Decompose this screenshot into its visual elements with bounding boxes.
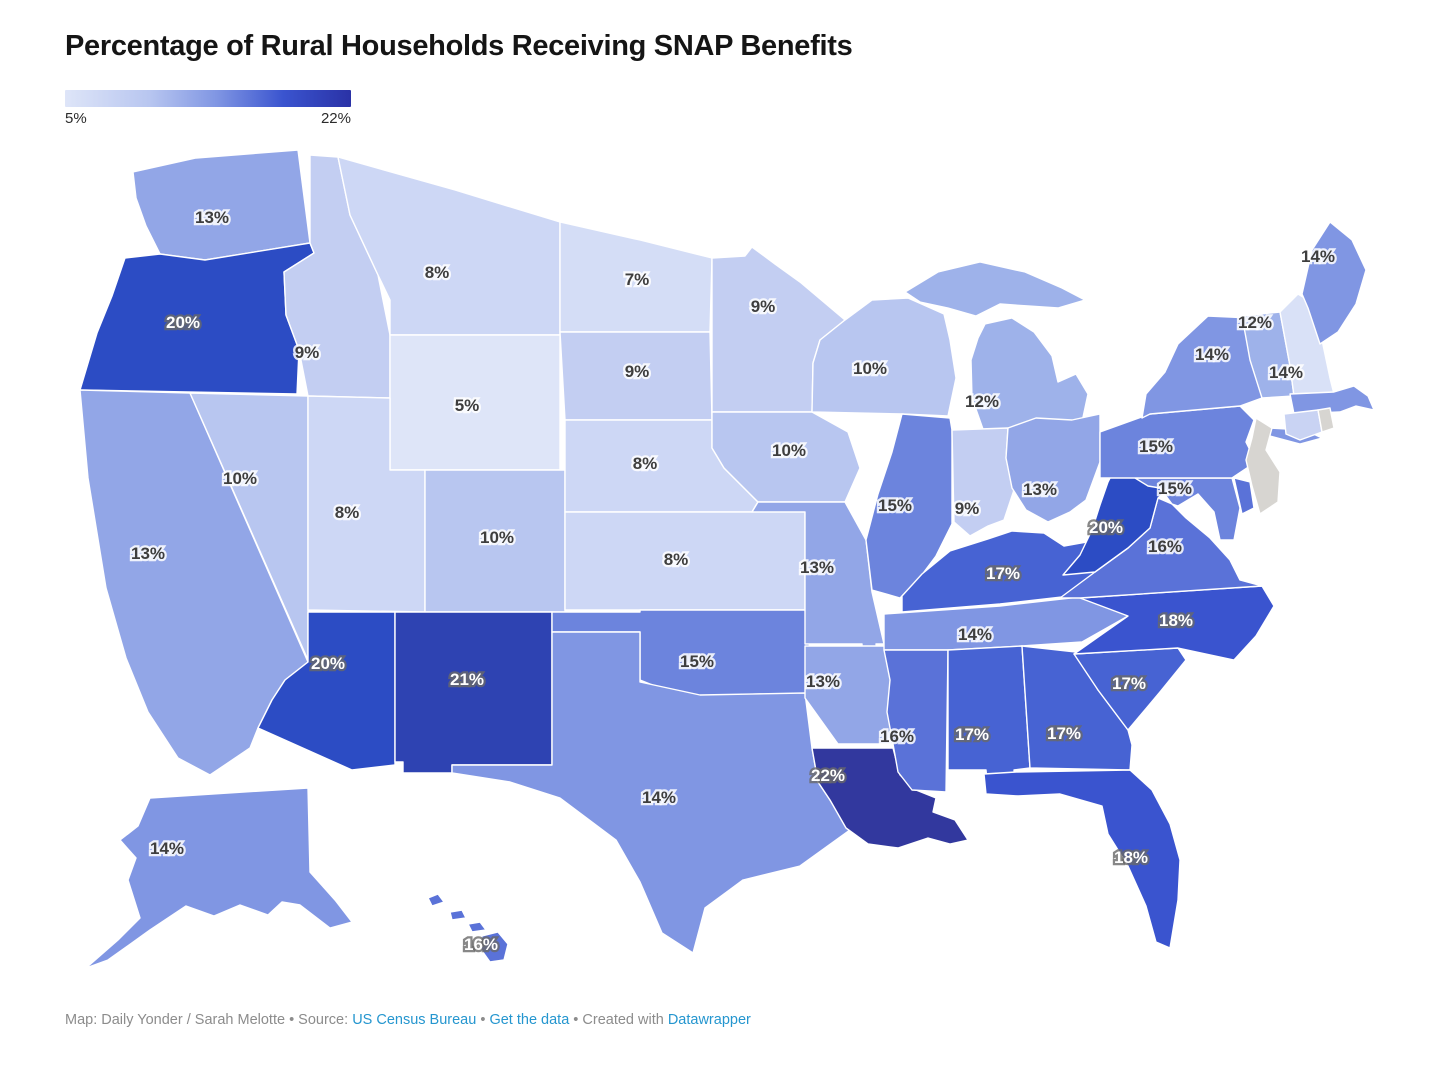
footer-separator: • [476, 1012, 490, 1028]
state-al[interactable] [947, 645, 1031, 793]
footer-text: Map: Daily Yonder / Sarah Melotte • Sour… [65, 1012, 353, 1028]
state-value-label-co: 10% [480, 528, 514, 547]
state-value-label-ny: 14% [1195, 345, 1229, 364]
legend-max-label: 22% [320, 110, 351, 127]
chart-title: Percentage of Rural Households Receiving… [65, 30, 853, 62]
state-value-label-nc: 18% [1159, 611, 1193, 630]
state-value-label-ak: 14% [150, 839, 184, 858]
state-value-label-ar: 13% [806, 672, 840, 691]
state-hi[interactable] [427, 893, 509, 963]
state-value-label-nd: 7% [625, 270, 650, 289]
state-ak[interactable] [85, 787, 353, 969]
state-ct[interactable] [1283, 409, 1323, 441]
state-value-label-ky: 17% [986, 564, 1020, 583]
state-value-label-ne: 8% [633, 454, 658, 473]
state-value-label-mn: 9% [751, 297, 776, 316]
footer-created-with: • Created with [569, 1012, 668, 1028]
state-value-label-ca: 13% [131, 544, 165, 563]
state-nc[interactable] [1073, 585, 1275, 661]
state-value-label-ok: 15% [680, 652, 714, 671]
state-value-label-wa: 13% [195, 208, 229, 227]
state-value-label-pa: 15% [1139, 437, 1173, 456]
state-value-label-fl: 18% [1114, 848, 1148, 867]
state-value-label-id: 9% [295, 343, 320, 362]
state-value-label-ga: 17% [1047, 724, 1081, 743]
state-nd[interactable] [559, 221, 713, 333]
state-value-label-tn: 14% [958, 625, 992, 644]
state-in[interactable] [951, 427, 1015, 537]
state-wi[interactable] [811, 297, 957, 417]
state-md[interactable] [1134, 477, 1241, 541]
state-value-label-az: 20% [311, 654, 345, 673]
state-value-label-ma: 14% [1269, 363, 1303, 382]
state-ri[interactable] [1317, 407, 1335, 433]
state-value-label-hi: 16% [464, 935, 498, 954]
attribution-footer: Map: Daily Yonder / Sarah Melotte • Sour… [65, 1012, 751, 1028]
state-value-label-md: 15% [1158, 479, 1192, 498]
legend-min-label: 5% [65, 110, 87, 127]
get-the-data-link[interactable]: Get the data [489, 1012, 570, 1028]
state-value-label-oh: 13% [1023, 480, 1057, 499]
state-fl[interactable] [983, 769, 1181, 949]
state-value-label-mo: 13% [800, 558, 834, 577]
state-de[interactable] [1233, 477, 1255, 515]
state-mi[interactable] [904, 261, 1089, 433]
state-value-label-in: 9% [955, 499, 980, 518]
state-value-label-wv: 20% [1089, 518, 1123, 537]
state-nm[interactable] [394, 611, 553, 774]
color-legend: 5% 22% [65, 90, 351, 127]
state-value-label-sd: 9% [625, 362, 650, 381]
source-link[interactable]: US Census Bureau [352, 1012, 477, 1028]
state-value-label-or: 20% [166, 313, 200, 332]
state-value-label-sc: 17% [1112, 674, 1146, 693]
state-value-label-ks: 8% [664, 550, 689, 569]
state-value-label-il: 15% [878, 496, 912, 515]
state-nj[interactable] [1245, 417, 1281, 515]
state-tx[interactable] [451, 631, 851, 954]
state-value-label-al: 17% [955, 725, 989, 744]
state-value-label-nv: 10% [223, 469, 257, 488]
state-oh[interactable] [1005, 413, 1101, 523]
state-value-label-ms: 16% [880, 727, 914, 746]
state-value-label-mi: 12% [965, 392, 999, 411]
legend-labels: 5% 22% [65, 110, 351, 127]
state-value-label-nm: 21% [450, 670, 484, 689]
state-nh[interactable] [1279, 293, 1335, 397]
state-value-label-wi: 10% [853, 359, 887, 378]
state-value-label-wy: 5% [455, 396, 480, 415]
state-pa[interactable] [1099, 405, 1257, 479]
state-value-label-vt: 12% [1238, 313, 1272, 332]
state-value-label-mt: 8% [425, 263, 450, 282]
legend-gradient-bar [65, 90, 351, 107]
state-value-label-ia: 10% [772, 441, 806, 460]
state-value-label-ut: 8% [335, 503, 360, 522]
state-me[interactable] [1301, 221, 1367, 345]
state-value-label-tx: 14% [642, 788, 676, 807]
state-wa[interactable] [132, 149, 311, 261]
datawrapper-link[interactable]: Datawrapper [667, 1012, 751, 1028]
state-value-label-va: 16% [1148, 537, 1182, 556]
state-value-label-me: 14% [1301, 247, 1335, 266]
state-value-label-la: 22% [811, 766, 845, 785]
